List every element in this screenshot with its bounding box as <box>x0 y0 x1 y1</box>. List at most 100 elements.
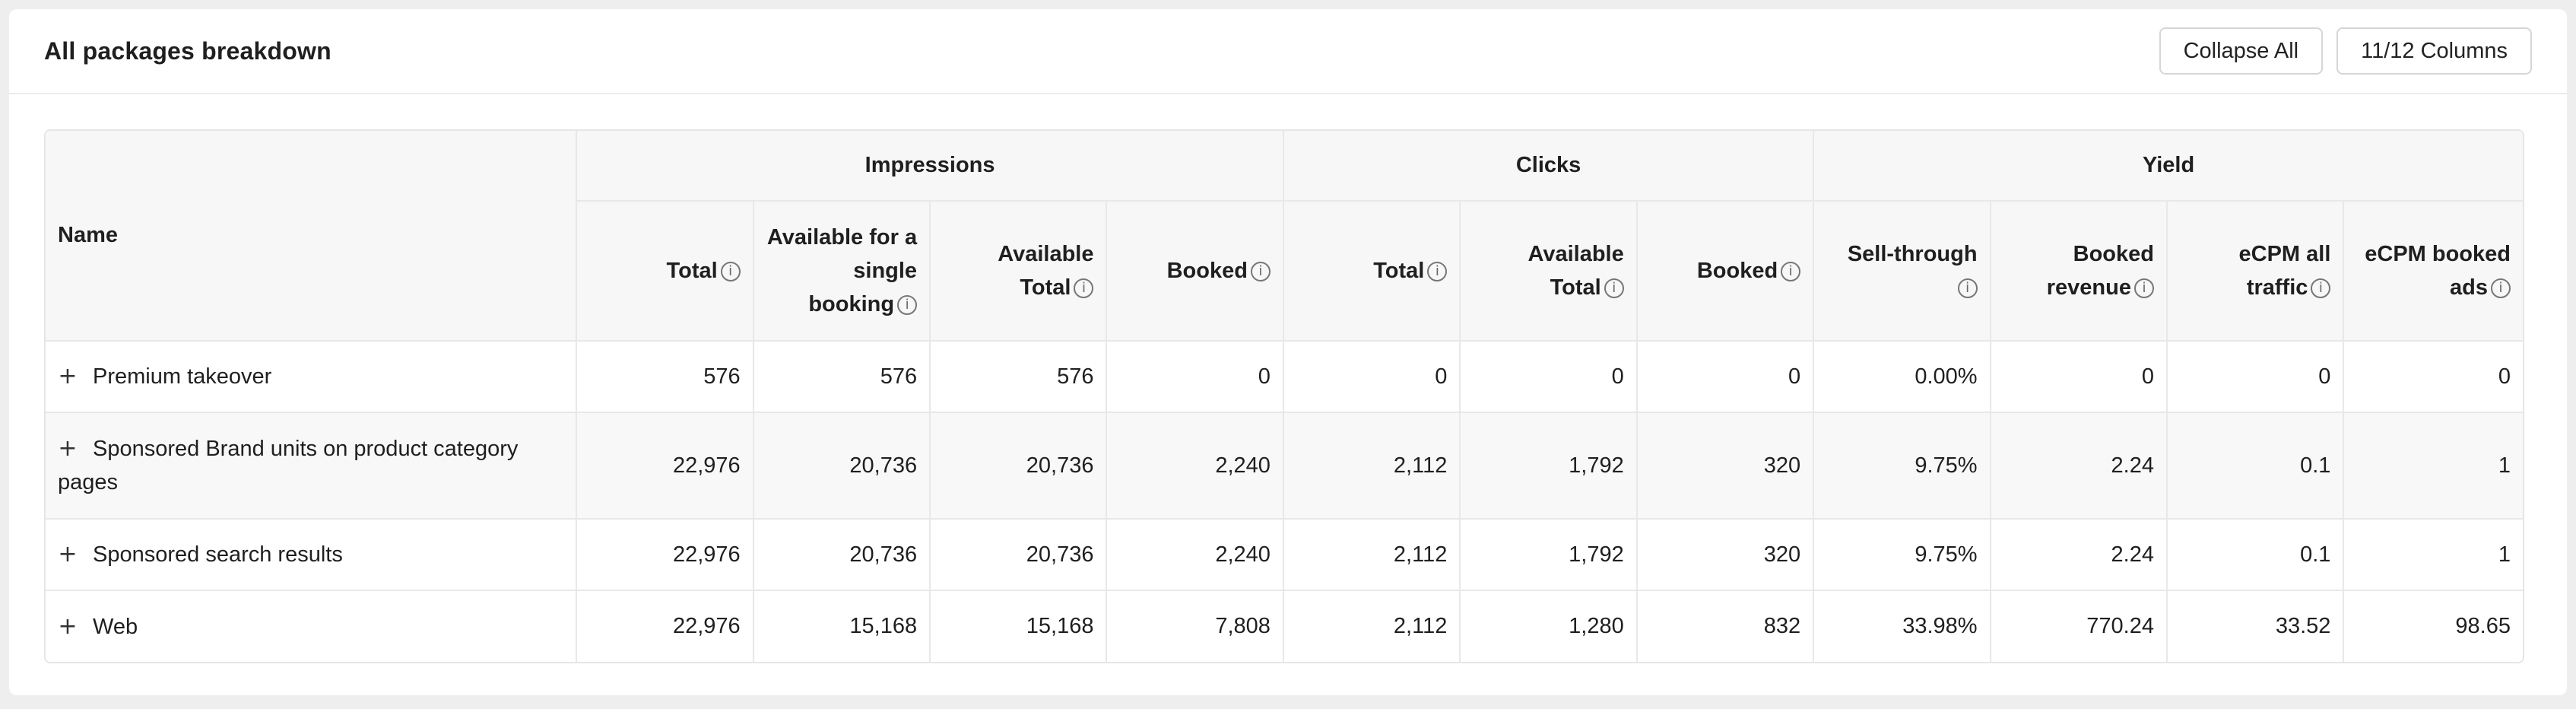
table-cell: 0 <box>1990 341 2168 413</box>
table-cell: 2.24 <box>1990 519 2168 591</box>
info-icon[interactable]: i <box>897 295 918 316</box>
info-icon[interactable]: i <box>1427 262 1448 282</box>
info-icon[interactable]: i <box>1781 262 1801 282</box>
table-cell: 0 <box>1460 341 1638 413</box>
row-name: Premium takeover <box>93 364 272 389</box>
table-cell: 33.98% <box>1813 590 1991 662</box>
table-cell: 1,792 <box>1460 519 1638 591</box>
table-cell: 0.1 <box>2166 519 2345 591</box>
column-header-label: eCPM all traffic <box>2238 242 2331 300</box>
column-header-label: Available Total <box>998 242 1094 300</box>
plus-icon[interactable]: + <box>58 612 78 640</box>
column-header-label: eCPM booked ads <box>2365 242 2511 300</box>
column-header-row: Total i Available for a single booking i A… <box>46 201 2523 342</box>
table-cell: 1,280 <box>1460 590 1638 662</box>
column-header-label: Booked revenue <box>2046 242 2154 300</box>
table-cell: 0 <box>1636 341 1815 413</box>
info-icon[interactable]: i <box>1250 262 1271 282</box>
column-header-clicks-total[interactable]: Total i <box>1283 201 1461 342</box>
breakdown-table-wrapper: Name Impressions Clicks Yield Total i Ava… <box>44 129 2524 663</box>
table-row: + Sponsored search results 22,976 20,736 … <box>46 519 2523 591</box>
info-icon[interactable]: i <box>1957 278 1978 299</box>
info-icon[interactable]: i <box>720 262 741 282</box>
table-cell: 7,808 <box>1106 590 1284 662</box>
column-header-sell-through[interactable]: Sell-through i <box>1813 201 1991 342</box>
plus-icon[interactable]: + <box>58 541 78 568</box>
column-header-impressions-total[interactable]: Total i <box>576 201 754 342</box>
plus-icon[interactable]: + <box>58 435 78 462</box>
info-icon[interactable]: i <box>2311 278 2331 299</box>
table-cell: 15,168 <box>753 590 931 662</box>
column-header-booked-revenue[interactable]: Booked revenue i <box>1990 201 2168 342</box>
table-cell: 2,112 <box>1283 590 1461 662</box>
table-cell: 0 <box>1283 341 1461 413</box>
table-cell: 33.52 <box>2166 590 2345 662</box>
column-header-impressions-available-total[interactable]: Available Total i <box>930 201 1108 342</box>
table-cell: 2,112 <box>1283 519 1461 591</box>
table-cell: 20,736 <box>930 519 1108 591</box>
table-cell: 20,736 <box>930 412 1108 520</box>
column-header-clicks-booked[interactable]: Booked i <box>1636 201 1815 342</box>
table-cell: 0.00% <box>1813 341 1991 413</box>
row-name-cell: + Premium takeover <box>46 341 578 413</box>
table-cell: 2,240 <box>1106 519 1284 591</box>
column-header-impressions-booked[interactable]: Booked i <box>1106 201 1284 342</box>
info-icon[interactable]: i <box>2491 278 2511 299</box>
info-icon[interactable]: i <box>1074 278 1094 299</box>
row-name-cell: + Sponsored search results <box>46 519 578 591</box>
table-row: + Premium takeover 576 576 576 0 0 0 0 0.… <box>46 341 2523 413</box>
column-header-label: Total <box>666 259 718 283</box>
table-cell: 20,736 <box>753 412 931 520</box>
table-cell: 0 <box>2343 341 2523 413</box>
table-cell: 1,792 <box>1460 412 1638 520</box>
columns-button[interactable]: 11/12 Columns <box>2336 27 2532 75</box>
table-cell: 320 <box>1636 519 1815 591</box>
breakdown-table: Name Impressions Clicks Yield Total i Ava… <box>46 131 2523 662</box>
table-cell: 15,168 <box>930 590 1108 662</box>
card-title: All packages breakdown <box>44 37 332 65</box>
group-header-impressions: Impressions <box>576 131 1284 202</box>
row-name-cell: + Sponsored Brand units on product catego… <box>46 412 578 520</box>
table-cell: 320 <box>1636 412 1815 520</box>
table-cell: 0.1 <box>2166 412 2345 520</box>
table-cell: 2,240 <box>1106 412 1284 520</box>
table-cell: 22,976 <box>576 590 754 662</box>
table-cell: 576 <box>576 341 754 413</box>
table-row: + Sponsored Brand units on product catego… <box>46 412 2523 520</box>
row-name: Web <box>93 614 138 639</box>
header-actions: Collapse All 11/12 Columns <box>2159 27 2532 75</box>
column-header-label: Total <box>1373 259 1425 283</box>
group-header-yield: Yield <box>1813 131 2523 202</box>
table-cell: 98.65 <box>2455 614 2511 638</box>
column-header-ecpm-booked-ads[interactable]: eCPM booked ads i <box>2343 201 2523 342</box>
table-cell: 1 <box>2343 519 2523 591</box>
table-cell: 22,976 <box>576 519 754 591</box>
column-header-impressions-available-single[interactable]: Available for a single booking i <box>753 201 931 342</box>
table-cell: 770.24 <box>1990 590 2168 662</box>
table-cell: 576 <box>753 341 931 413</box>
column-header-label: Sell-through <box>1847 242 1978 266</box>
card-header: All packages breakdown Collapse All 11/1… <box>9 9 2567 94</box>
plus-icon[interactable]: + <box>58 363 78 389</box>
column-header-label: Available Total <box>1528 242 1624 300</box>
column-header-label: Booked <box>1166 259 1248 283</box>
packages-breakdown-card: All packages breakdown Collapse All 11/1… <box>9 9 2567 695</box>
table-cell: 832 <box>1636 590 1815 662</box>
table-cell: 0 <box>1106 341 1284 413</box>
table-cell: 2.24 <box>1990 412 2168 520</box>
table-cell: 2,112 <box>1283 412 1461 520</box>
info-icon[interactable]: i <box>1604 278 1624 299</box>
column-header-ecpm-all-traffic[interactable]: eCPM all traffic i <box>2166 201 2345 342</box>
table-row: + Web 22,976 15,168 15,168 7,808 2,112 1,… <box>46 590 2523 662</box>
info-icon[interactable]: i <box>2133 278 2154 299</box>
name-column-header[interactable]: Name <box>46 131 578 342</box>
column-header-label: Booked <box>1696 259 1778 283</box>
table-cell: 9.75% <box>1813 412 1991 520</box>
table-cell: 576 <box>930 341 1108 413</box>
row-name: Sponsored Brand units on product categor… <box>58 437 519 494</box>
column-header-clicks-available-total[interactable]: Available Total i <box>1460 201 1638 342</box>
table-cell: 22,976 <box>576 412 754 520</box>
collapse-all-button[interactable]: Collapse All <box>2159 27 2324 75</box>
table-cell: 9.75% <box>1813 519 1991 591</box>
group-header-clicks: Clicks <box>1283 131 1815 202</box>
